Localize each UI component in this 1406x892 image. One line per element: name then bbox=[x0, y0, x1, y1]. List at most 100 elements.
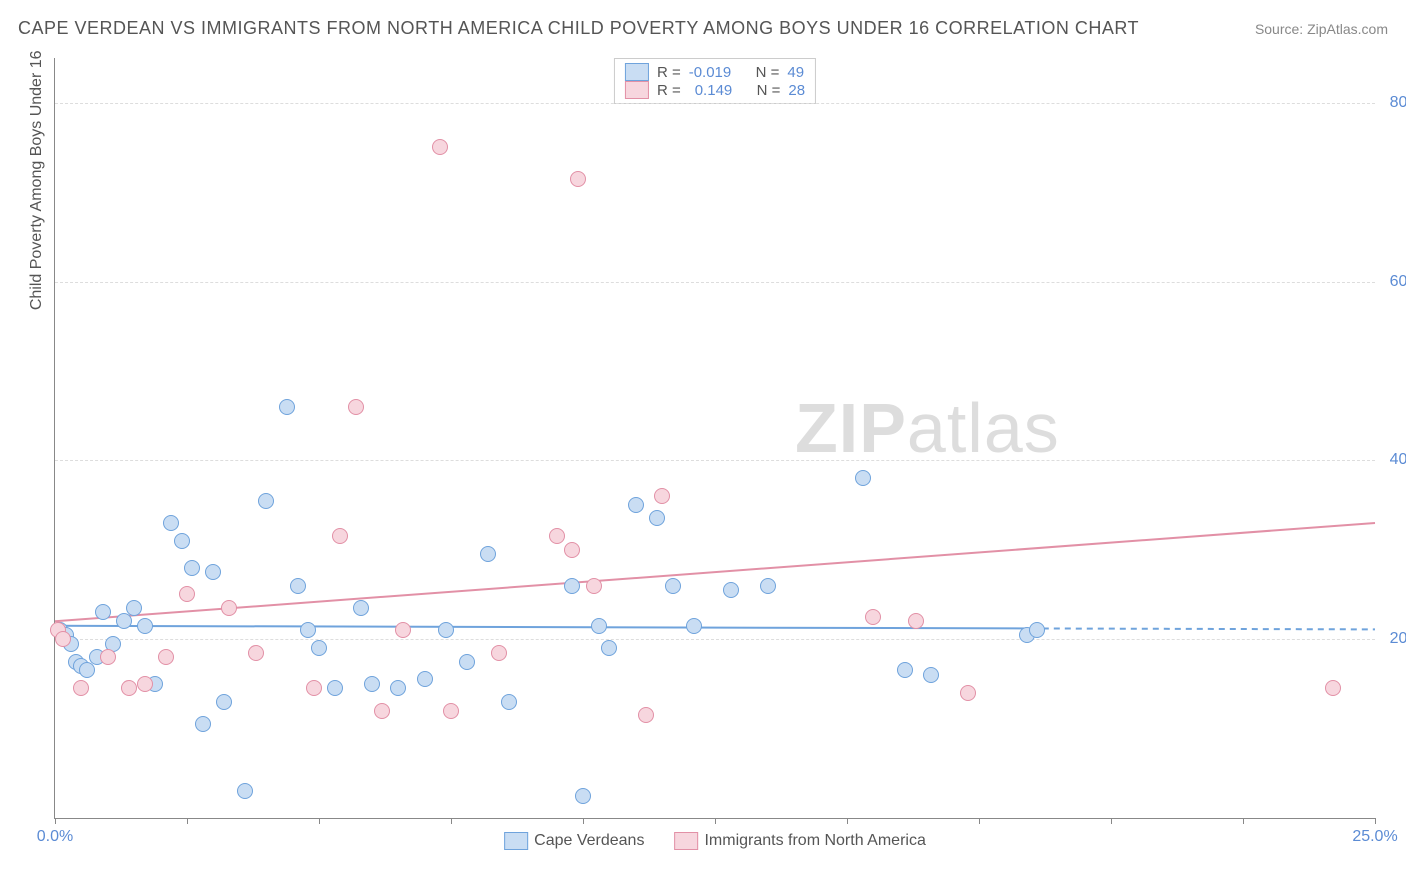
plot-area: ZIPatlas R = -0.019 N = 49 R = 0.149 N =… bbox=[54, 58, 1375, 819]
data-point bbox=[55, 631, 71, 647]
x-tick bbox=[319, 818, 320, 824]
source-label: Source: ZipAtlas.com bbox=[1255, 21, 1388, 37]
data-point bbox=[348, 399, 364, 415]
n-label: N = bbox=[756, 64, 780, 81]
data-point bbox=[628, 497, 644, 513]
data-point bbox=[395, 622, 411, 638]
y-tick-label: 40.0% bbox=[1390, 451, 1406, 469]
grid-line bbox=[55, 103, 1375, 104]
data-point bbox=[586, 578, 602, 594]
data-point bbox=[290, 578, 306, 594]
x-tick bbox=[583, 818, 584, 824]
legend-swatch-series-1 bbox=[504, 832, 528, 850]
data-point bbox=[723, 582, 739, 598]
data-point bbox=[654, 488, 670, 504]
legend-stats-row-1: R = -0.019 N = 49 bbox=[625, 63, 805, 81]
y-tick-label: 60.0% bbox=[1390, 273, 1406, 291]
y-tick-label: 80.0% bbox=[1390, 94, 1406, 112]
data-point bbox=[116, 613, 132, 629]
watermark-zip: ZIP bbox=[795, 389, 907, 467]
title-bar: CAPE VERDEAN VS IMMIGRANTS FROM NORTH AM… bbox=[18, 18, 1388, 39]
data-point bbox=[960, 685, 976, 701]
data-point bbox=[300, 622, 316, 638]
data-point bbox=[332, 528, 348, 544]
y-tick-label: 20.0% bbox=[1390, 630, 1406, 648]
trend-lines bbox=[55, 58, 1375, 818]
data-point bbox=[306, 680, 322, 696]
data-point bbox=[908, 613, 924, 629]
legend-item-1: Cape Verdeans bbox=[504, 832, 644, 850]
data-point bbox=[248, 645, 264, 661]
data-point bbox=[897, 662, 913, 678]
data-point bbox=[649, 510, 665, 526]
data-point bbox=[1325, 680, 1341, 696]
data-point bbox=[327, 680, 343, 696]
data-point bbox=[686, 618, 702, 634]
r-value-1: -0.019 bbox=[689, 64, 732, 81]
data-point bbox=[121, 680, 137, 696]
data-point bbox=[665, 578, 681, 594]
x-tick-label: 0.0% bbox=[37, 828, 73, 846]
data-point bbox=[459, 654, 475, 670]
data-point bbox=[601, 640, 617, 656]
data-point bbox=[221, 600, 237, 616]
legend-label-2: Immigrants from North America bbox=[704, 832, 925, 849]
data-point bbox=[137, 618, 153, 634]
data-point bbox=[353, 600, 369, 616]
data-point bbox=[491, 645, 507, 661]
x-tick bbox=[715, 818, 716, 824]
legend-stats: R = -0.019 N = 49 R = 0.149 N = 28 bbox=[614, 58, 816, 104]
chart-title: CAPE VERDEAN VS IMMIGRANTS FROM NORTH AM… bbox=[18, 18, 1139, 39]
data-point bbox=[480, 546, 496, 562]
grid-line bbox=[55, 460, 1375, 461]
y-axis-title: Child Poverty Among Boys Under 16 bbox=[28, 50, 46, 310]
r-label: R = bbox=[657, 82, 681, 99]
x-tick bbox=[847, 818, 848, 824]
data-point bbox=[195, 716, 211, 732]
data-point bbox=[591, 618, 607, 634]
data-point bbox=[158, 649, 174, 665]
data-point bbox=[174, 533, 190, 549]
data-point bbox=[179, 586, 195, 602]
legend-swatch-series-2 bbox=[674, 832, 698, 850]
data-point bbox=[137, 676, 153, 692]
x-tick bbox=[1111, 818, 1112, 824]
data-point bbox=[364, 676, 380, 692]
legend-series: Cape Verdeans Immigrants from North Amer… bbox=[504, 832, 926, 850]
data-point bbox=[443, 703, 459, 719]
data-point bbox=[638, 707, 654, 723]
data-point bbox=[564, 542, 580, 558]
data-point bbox=[575, 788, 591, 804]
data-point bbox=[374, 703, 390, 719]
data-point bbox=[855, 470, 871, 486]
grid-line bbox=[55, 282, 1375, 283]
x-tick bbox=[187, 818, 188, 824]
data-point bbox=[258, 493, 274, 509]
watermark-atlas: atlas bbox=[907, 389, 1060, 467]
data-point bbox=[279, 399, 295, 415]
data-point bbox=[390, 680, 406, 696]
data-point bbox=[501, 694, 517, 710]
x-tick-label: 25.0% bbox=[1352, 828, 1397, 846]
watermark: ZIPatlas bbox=[795, 388, 1060, 468]
grid-line bbox=[55, 639, 1375, 640]
data-point bbox=[73, 680, 89, 696]
legend-swatch-2 bbox=[625, 81, 649, 99]
data-point bbox=[570, 171, 586, 187]
data-point bbox=[564, 578, 580, 594]
data-point bbox=[205, 564, 221, 580]
data-point bbox=[216, 694, 232, 710]
data-point bbox=[1029, 622, 1045, 638]
r-label: R = bbox=[657, 64, 681, 81]
x-tick bbox=[1375, 818, 1376, 824]
legend-label-1: Cape Verdeans bbox=[534, 832, 644, 849]
n-label: N = bbox=[757, 82, 781, 99]
data-point bbox=[79, 662, 95, 678]
data-point bbox=[311, 640, 327, 656]
legend-item-2: Immigrants from North America bbox=[674, 832, 925, 850]
data-point bbox=[163, 515, 179, 531]
r-value-2: 0.149 bbox=[689, 82, 733, 99]
data-point bbox=[237, 783, 253, 799]
data-point bbox=[865, 609, 881, 625]
data-point bbox=[432, 139, 448, 155]
